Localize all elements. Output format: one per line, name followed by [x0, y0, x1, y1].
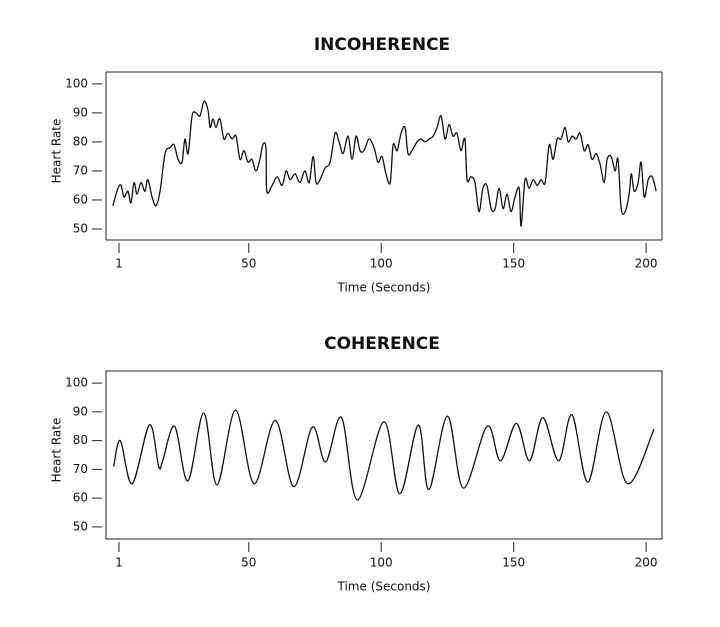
y-tick-label: 70 — [73, 462, 88, 476]
x-tick-label: 200 — [635, 257, 658, 271]
x-tick-label: 200 — [635, 556, 658, 570]
line-series — [113, 409, 655, 501]
x-tick-label: 100 — [370, 257, 393, 271]
y-tick-label: 100 — [65, 76, 88, 90]
y-tick-label: 50 — [73, 519, 88, 533]
y-tick-label: 50 — [73, 221, 88, 235]
y-tick-label: 80 — [73, 134, 88, 148]
plot-frame — [105, 370, 663, 540]
y-tick-label: 60 — [73, 491, 88, 505]
plot-frame — [105, 71, 663, 241]
y-tick-label: 80 — [73, 433, 88, 447]
x-tick-label: 50 — [241, 257, 256, 271]
x-tick-label: 50 — [241, 556, 256, 570]
y-tick-label: 70 — [73, 163, 88, 177]
line-series — [112, 100, 657, 227]
x-tick-label: 1 — [115, 556, 123, 570]
x-tick-label: 100 — [370, 556, 393, 570]
x-tick-label: 150 — [502, 257, 525, 271]
x-axis-label: Time (Seconds) — [337, 580, 431, 594]
x-tick-label: 1 — [115, 257, 123, 271]
y-axis-label: Heart Rate — [50, 119, 64, 184]
y-axis-label: Heart Rate — [50, 418, 64, 483]
y-tick-label: 60 — [73, 192, 88, 206]
chart-title: COHERENCE — [324, 334, 440, 354]
y-tick-label: 90 — [73, 105, 88, 119]
x-axis-label: Time (Seconds) — [337, 281, 431, 295]
y-tick-label: 100 — [65, 376, 88, 390]
y-tick-label: 90 — [73, 404, 88, 418]
x-tick-label: 150 — [502, 556, 525, 570]
chart-title: INCOHERENCE — [314, 35, 450, 55]
